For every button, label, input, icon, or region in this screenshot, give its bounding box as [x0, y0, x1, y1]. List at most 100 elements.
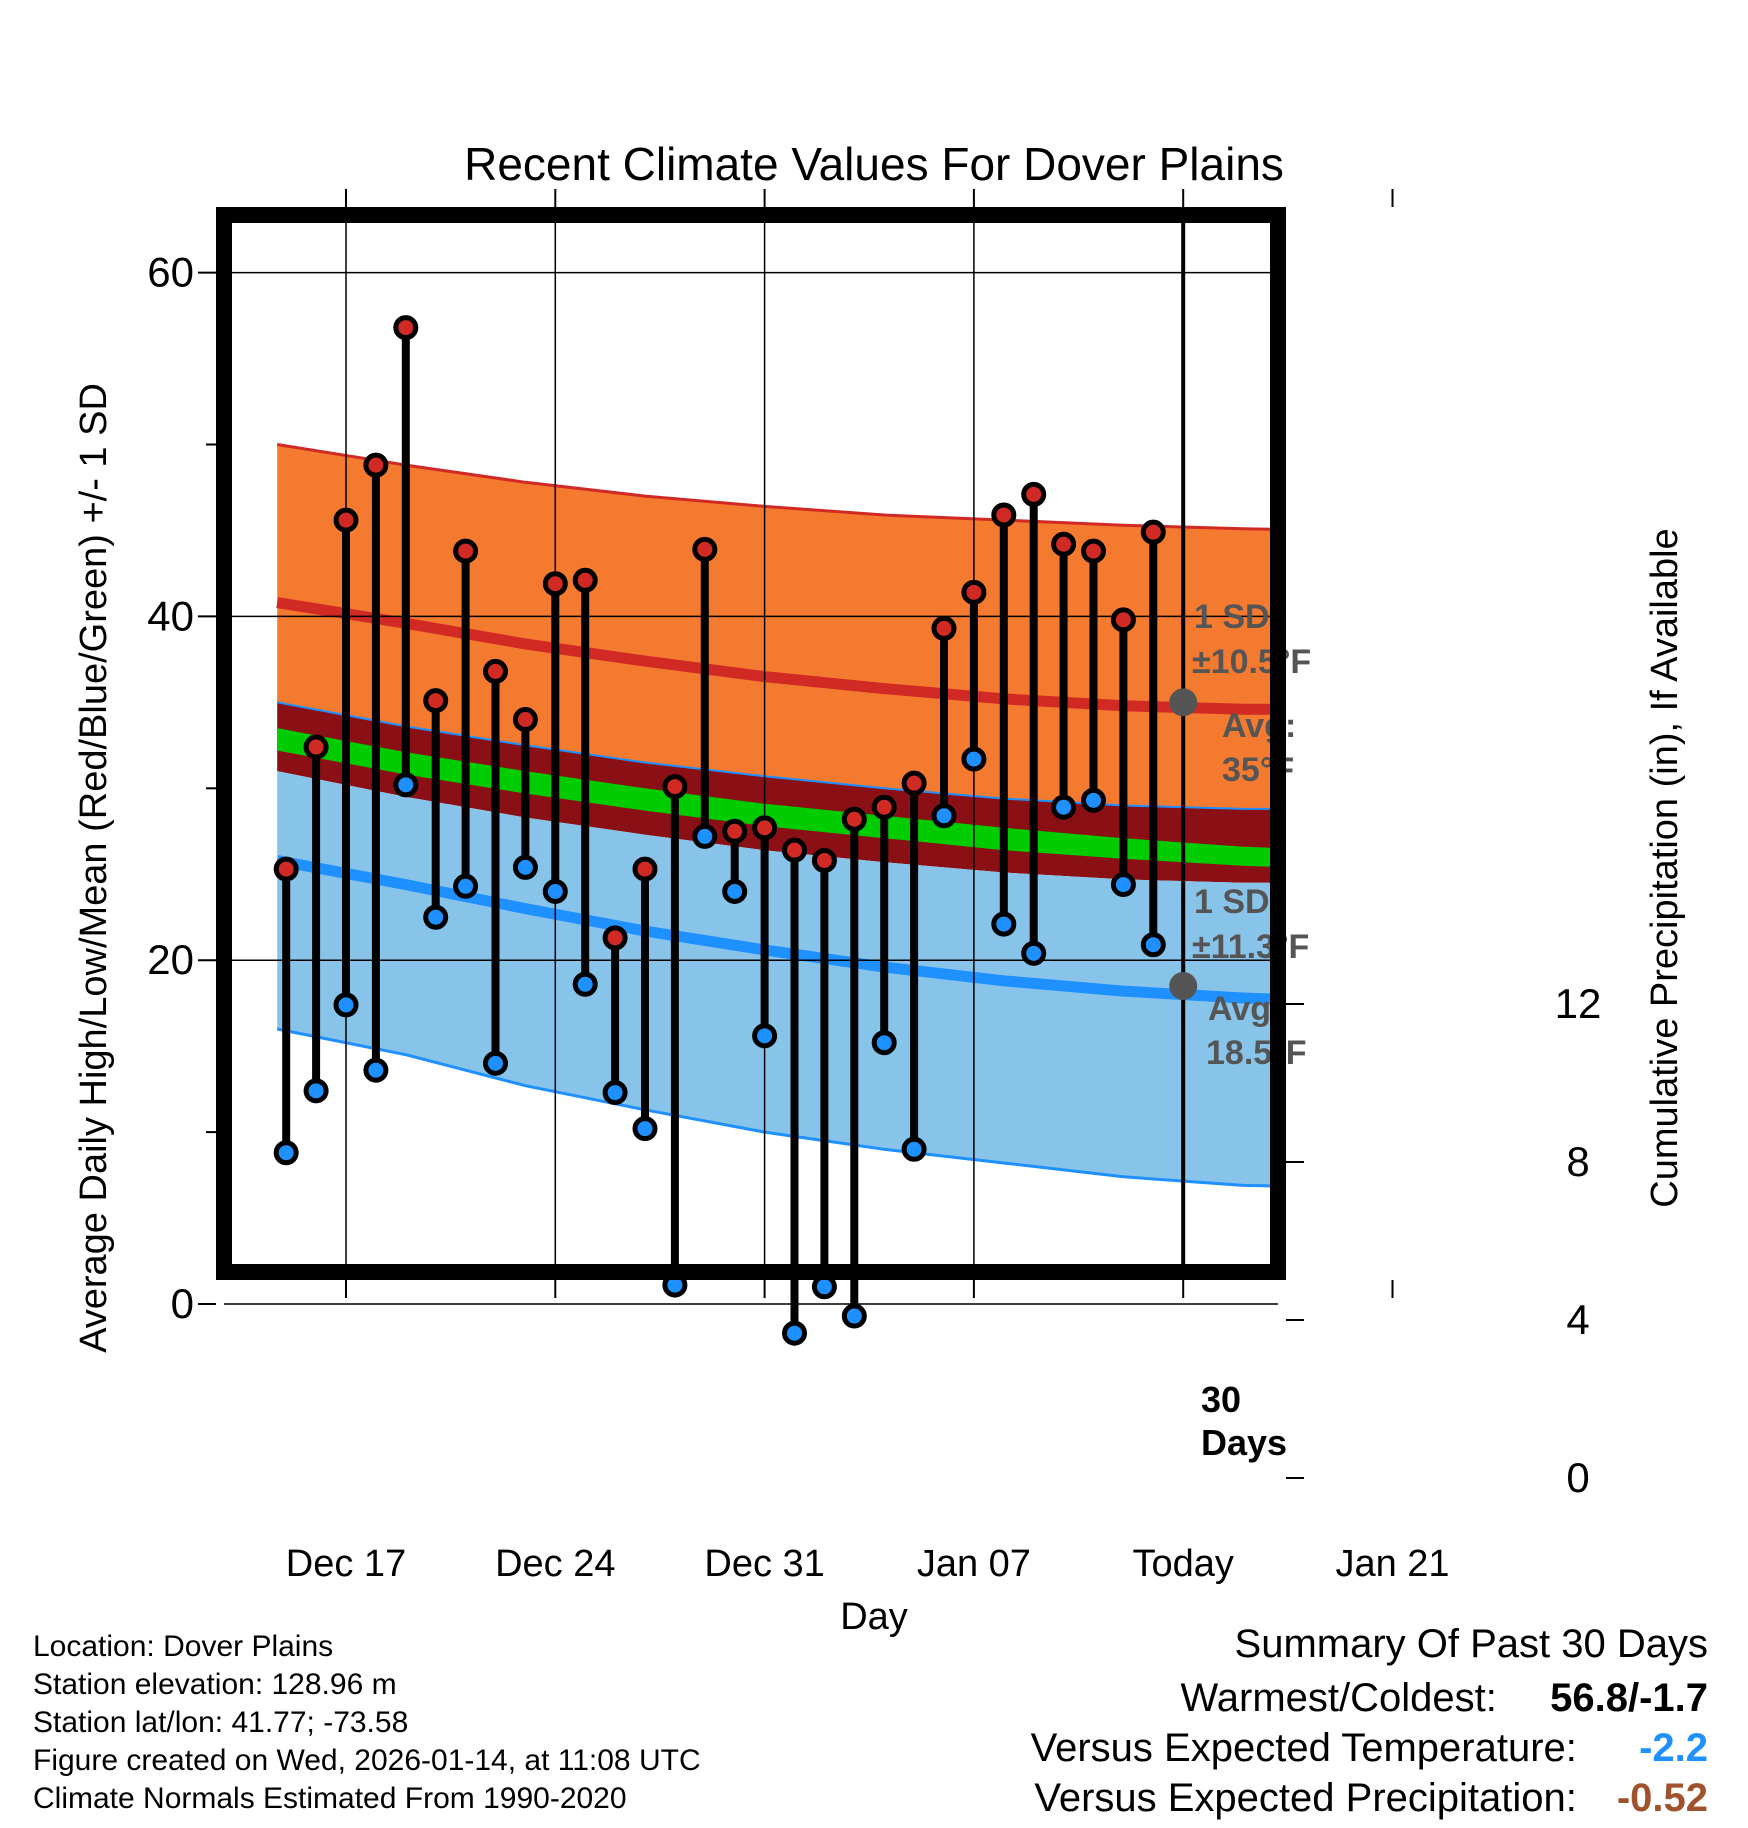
station-info: Location: Dover Plains Station elevation…	[33, 1628, 701, 1818]
daily-low-point	[632, 1116, 658, 1142]
daily-high-point	[991, 502, 1017, 528]
y2-tick-label: 4	[1566, 1296, 1589, 1343]
days-count-label: 30	[1201, 1379, 1241, 1420]
daily-high-point	[393, 315, 419, 341]
daily-high-point	[871, 794, 897, 820]
daily-high-point	[303, 734, 329, 760]
daily-low-point	[782, 1320, 807, 1346]
daily-high-point	[512, 707, 538, 733]
daily-high-point	[1021, 481, 1047, 507]
daily-high-point	[1110, 607, 1136, 633]
daily-low-point	[333, 992, 359, 1018]
daily-low-point	[1110, 872, 1136, 898]
daily-low-point	[901, 1136, 927, 1162]
daily-high-point	[333, 507, 359, 533]
x-axis-label: Day	[840, 1596, 908, 1638]
daily-high-point	[483, 658, 508, 684]
x-tick-label: Jan 07	[917, 1543, 1031, 1585]
summary-warmest-row: Warmest/Coldest: 56.8/-1.7	[1181, 1676, 1709, 1721]
warmest-value: 56.8/-1.7	[1550, 1676, 1708, 1720]
daily-low-point	[483, 1050, 508, 1076]
daily-high-point	[542, 571, 568, 597]
x-tick-label: Today	[1132, 1543, 1233, 1585]
daily-low-point	[692, 823, 718, 849]
daily-high-point	[901, 770, 927, 796]
temp-label: Versus Expected Temperature:	[1030, 1726, 1577, 1770]
daily-low-point	[752, 1023, 778, 1049]
mean-band	[277, 728, 1278, 867]
location-text: Location: Dover Plains	[33, 1630, 334, 1663]
daily-high-point	[692, 536, 718, 562]
x-tick-label: Dec 31	[704, 1543, 824, 1585]
x-tick-label: Dec 17	[286, 1543, 406, 1585]
created-text: Figure created on Wed, 2026-01-14, at 11…	[33, 1744, 701, 1777]
summary-title: Summary Of Past 30 Days	[1234, 1622, 1708, 1666]
daily-low-point	[303, 1078, 329, 1104]
x-tick-label: Dec 24	[495, 1543, 615, 1585]
y-tick-label: 20	[147, 936, 194, 983]
daily-low-point	[423, 904, 449, 930]
summary-temp-row: Versus Expected Temperature: -2.2	[1031, 1726, 1708, 1771]
daily-high-point	[722, 818, 748, 844]
elevation-text: Station elevation: 128.96 m	[33, 1668, 397, 1701]
daily-high-point	[811, 847, 837, 873]
daily-low-point	[841, 1303, 867, 1329]
y-axis-label: Average Daily High/Low/Mean (Red/Blue/Gr…	[73, 383, 115, 1353]
y2-tick-label: 0	[1566, 1454, 1589, 1501]
daily-high-point	[841, 806, 867, 832]
y-tick-label: 60	[147, 249, 194, 296]
y2-tick-label: 12	[1555, 980, 1602, 1027]
daily-high-point	[273, 856, 299, 882]
daily-high-point	[1051, 531, 1077, 557]
daily-low-point	[572, 971, 598, 997]
daily-high-point	[1081, 538, 1106, 564]
daily-low-point	[871, 1030, 897, 1056]
daily-high-point	[662, 774, 688, 800]
today-low-avg-point	[1169, 971, 1198, 1000]
daily-high-point	[632, 856, 658, 882]
plot-frame	[216, 207, 1286, 1280]
daily-high-point	[1140, 519, 1166, 545]
daily-low-point	[1021, 940, 1047, 966]
daily-high-point	[363, 452, 389, 478]
daily-low-point	[991, 911, 1017, 937]
daily-low-point	[542, 878, 568, 904]
latlon-text: Station lat/lon: 41.77; -73.58	[33, 1706, 409, 1739]
daily-low-point	[363, 1057, 389, 1083]
y-tick-label: 0	[171, 1280, 194, 1327]
low-sd-value: ±11.3°F	[1192, 928, 1309, 966]
y2-axis-label: Cumulative Precipitation (in), If Availa…	[1644, 528, 1686, 1207]
precip-area	[382, 1272, 1278, 1478]
daily-high-point	[752, 815, 778, 841]
x-tick-label: Jan 21	[1335, 1543, 1449, 1585]
daily-low-point	[1051, 794, 1077, 820]
daily-high-point	[782, 837, 807, 863]
daily-high-point	[423, 688, 449, 714]
daily-low-point	[393, 772, 419, 798]
low-avg-value: 18.5°F	[1206, 1034, 1307, 1072]
warmest-label: Warmest/Coldest:	[1180, 1676, 1497, 1720]
daily-low-point	[453, 873, 479, 899]
daily-low-point	[1140, 932, 1166, 958]
daily-low-point	[722, 878, 748, 904]
summary-precip-row: Versus Expected Precipitation: -0.52	[1034, 1776, 1708, 1821]
chart-title: Recent Climate Values For Dover Plains	[464, 138, 1284, 190]
daily-low-point	[512, 854, 538, 880]
precip-value: -0.52	[1616, 1776, 1708, 1820]
daily-high-point	[931, 615, 957, 641]
high-sd-value: ±10.5°F	[1192, 643, 1311, 681]
y-tick-label: 40	[147, 592, 194, 639]
days-word-label: Days	[1201, 1422, 1287, 1463]
daily-low-point	[931, 803, 957, 829]
today-high-avg-point	[1169, 688, 1198, 717]
daily-low-point	[1081, 787, 1106, 813]
daily-low-point	[602, 1080, 628, 1106]
y2-tick-label: 8	[1566, 1138, 1589, 1185]
daily-low-point	[961, 746, 987, 772]
daily-low-point	[273, 1140, 299, 1166]
daily-high-point	[453, 538, 479, 564]
daily-high-point	[572, 567, 598, 593]
normals-text: Climate Normals Estimated From 1990-2020	[33, 1782, 627, 1815]
